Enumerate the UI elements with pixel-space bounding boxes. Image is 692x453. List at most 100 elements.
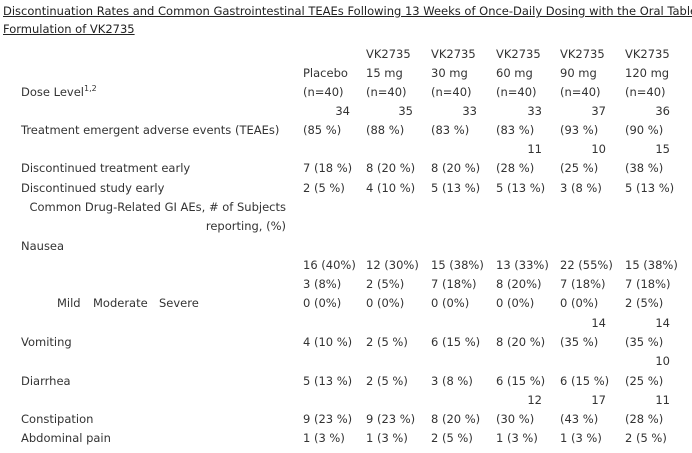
nausea-mild-cell: 16 (40%) bbox=[303, 258, 356, 272]
nausea-moderate-cell: 3 (8%) bbox=[303, 277, 342, 291]
diarrhea-label: Diarrhea bbox=[21, 374, 71, 388]
vomiting-value-cell: 6 (15 %) bbox=[431, 335, 481, 349]
constipation-count-cell: 11 bbox=[655, 393, 670, 407]
disc-treatment-count-cell: 11 bbox=[527, 142, 542, 156]
teae-count-cell: 36 bbox=[655, 104, 670, 118]
nausea-moderate-cell: 2 (5%) bbox=[366, 277, 405, 291]
disc-treatment-value-cell: 8 (20 %) bbox=[366, 161, 416, 175]
table-title-line-1: Discontinuation Rates and Common Gastroi… bbox=[3, 4, 692, 18]
teae-count-cell: 35 bbox=[398, 104, 413, 118]
nausea-moderate-cell: 7 (18%) bbox=[560, 277, 606, 291]
constipation-value-cell: 9 (23 %) bbox=[366, 412, 416, 426]
nausea-severity-severe: Severe bbox=[159, 296, 199, 310]
teae-count-cell: 37 bbox=[591, 104, 606, 118]
abdominal-pain-value-cell: 1 (3 %) bbox=[496, 431, 538, 445]
column-header-dose: 90 mg bbox=[560, 66, 597, 80]
nausea-moderate-cell: 7 (18%) bbox=[625, 277, 671, 291]
abdominal-pain-value-cell: 1 (3 %) bbox=[560, 431, 602, 445]
constipation-value-cell: (30 %) bbox=[496, 412, 535, 426]
disc-treatment-value-cell: 7 (18 %) bbox=[303, 161, 353, 175]
gi-header-line-2: reporting, (%) bbox=[205, 219, 286, 233]
diarrhea-value-cell: 3 (8 %) bbox=[431, 374, 473, 388]
column-header-dose: 60 mg bbox=[496, 66, 533, 80]
gi-header-line-1: Common Drug-Related GI AEs, # of Subject… bbox=[29, 200, 286, 214]
nausea-severe-cell: 2 (5%) bbox=[625, 296, 664, 310]
disc-treatment-count-cell: 15 bbox=[655, 142, 670, 156]
column-header-dose: 30 mg bbox=[431, 66, 468, 80]
diarrhea-value-cell: 6 (15 %) bbox=[496, 374, 546, 388]
column-header-n: (n=40) bbox=[303, 85, 344, 99]
disc-study-value-cell: 5 (13 %) bbox=[496, 181, 546, 195]
column-header-drug: VK2735 bbox=[560, 47, 605, 61]
vomiting-value-cell: (35 %) bbox=[560, 335, 599, 349]
column-header-dose: Placebo bbox=[303, 66, 348, 80]
disc-treatment-value-cell: (25 %) bbox=[560, 161, 599, 175]
abdominal-pain-value-cell: 1 (3 %) bbox=[303, 431, 345, 445]
disc-study-value-cell: 2 (5 %) bbox=[303, 181, 345, 195]
disc-treatment-label: Discontinued treatment early bbox=[21, 161, 191, 175]
abdominal-pain-value-cell: 1 (3 %) bbox=[366, 431, 408, 445]
diarrhea-value-cell: 5 (13 %) bbox=[303, 374, 353, 388]
teae-percent-cell: (88 %) bbox=[366, 123, 405, 137]
constipation-count-cell: 12 bbox=[527, 393, 542, 407]
teae-count-cell: 34 bbox=[335, 104, 350, 118]
disc-study-value-cell: 4 (10 %) bbox=[366, 181, 416, 195]
column-header-dose: 15 mg bbox=[366, 66, 403, 80]
abdominal-pain-value-cell: 2 (5 %) bbox=[625, 431, 667, 445]
vomiting-value-cell: 8 (20 %) bbox=[496, 335, 546, 349]
teae-percent-cell: (83 %) bbox=[496, 123, 535, 137]
teae-count-cell: 33 bbox=[462, 104, 477, 118]
teae-count-cell: 33 bbox=[527, 104, 542, 118]
nausea-label: Nausea bbox=[21, 239, 65, 253]
diarrhea-count-cell: 10 bbox=[655, 354, 670, 368]
nausea-moderate-cell: 8 (20%) bbox=[496, 277, 542, 291]
vomiting-value-cell: 4 (10 %) bbox=[303, 335, 353, 349]
disc-treatment-value-cell: (38 %) bbox=[625, 161, 664, 175]
nausea-severity-moderate: Moderate bbox=[93, 296, 148, 310]
column-header-drug: VK2735 bbox=[625, 47, 670, 61]
nausea-mild-cell: 15 (38%) bbox=[625, 258, 678, 272]
dose-level-footnote: 1,2 bbox=[83, 84, 97, 93]
constipation-value-cell: (43 %) bbox=[560, 412, 599, 426]
abdominal-pain-value-cell: 2 (5 %) bbox=[431, 431, 473, 445]
constipation-value-cell: (28 %) bbox=[625, 412, 664, 426]
nausea-severe-cell: 0 (0%) bbox=[496, 296, 535, 310]
constipation-value-cell: 8 (20 %) bbox=[431, 412, 481, 426]
disc-treatment-count-cell: 10 bbox=[591, 142, 606, 156]
disc-study-value-cell: 3 (8 %) bbox=[560, 181, 602, 195]
teae-percent-cell: (85 %) bbox=[303, 123, 342, 137]
nausea-moderate-cell: 7 (18%) bbox=[431, 277, 477, 291]
nausea-severe-cell: 0 (0%) bbox=[303, 296, 342, 310]
column-header-drug: VK2735 bbox=[496, 47, 541, 61]
column-header-n: (n=40) bbox=[496, 85, 537, 99]
teae-percent-cell: (90 %) bbox=[625, 123, 664, 137]
column-header-drug: VK2735 bbox=[366, 47, 411, 61]
constipation-value-cell: 9 (23 %) bbox=[303, 412, 353, 426]
nausea-severe-cell: 0 (0%) bbox=[366, 296, 405, 310]
diarrhea-value-cell: 2 (5 %) bbox=[366, 374, 408, 388]
diarrhea-value-cell: 6 (15 %) bbox=[560, 374, 610, 388]
column-header-n: (n=40) bbox=[366, 85, 407, 99]
nausea-severe-cell: 0 (0%) bbox=[431, 296, 470, 310]
table-title-line-2: Formulation of VK2735 bbox=[3, 22, 135, 36]
disc-study-value-cell: 5 (13 %) bbox=[431, 181, 481, 195]
nausea-severe-cell: 0 (0%) bbox=[560, 296, 599, 310]
constipation-label: Constipation bbox=[21, 412, 94, 426]
disc-treatment-value-cell: (28 %) bbox=[496, 161, 535, 175]
teae-percent-cell: (83 %) bbox=[431, 123, 470, 137]
diarrhea-value-cell: (25 %) bbox=[625, 374, 664, 388]
column-header-n: (n=40) bbox=[560, 85, 601, 99]
vomiting-count-cell: 14 bbox=[591, 316, 606, 330]
disc-study-value-cell: 5 (13 %) bbox=[625, 181, 675, 195]
column-header-n: (n=40) bbox=[431, 85, 472, 99]
vomiting-count-cell: 14 bbox=[655, 316, 670, 330]
teae-percent-cell: (93 %) bbox=[560, 123, 599, 137]
vomiting-label: Vomiting bbox=[21, 335, 72, 349]
column-header-drug: VK2735 bbox=[431, 47, 476, 61]
teae-label: Treatment emergent adverse events (TEAEs… bbox=[21, 123, 280, 137]
nausea-severity-mild: Mild bbox=[57, 296, 81, 310]
dose-level-label: Dose Level1,2 bbox=[21, 84, 97, 99]
disc-treatment-value-cell: 8 (20 %) bbox=[431, 161, 481, 175]
nausea-mild-cell: 15 (38%) bbox=[431, 258, 484, 272]
column-header-dose: 120 mg bbox=[625, 66, 670, 80]
